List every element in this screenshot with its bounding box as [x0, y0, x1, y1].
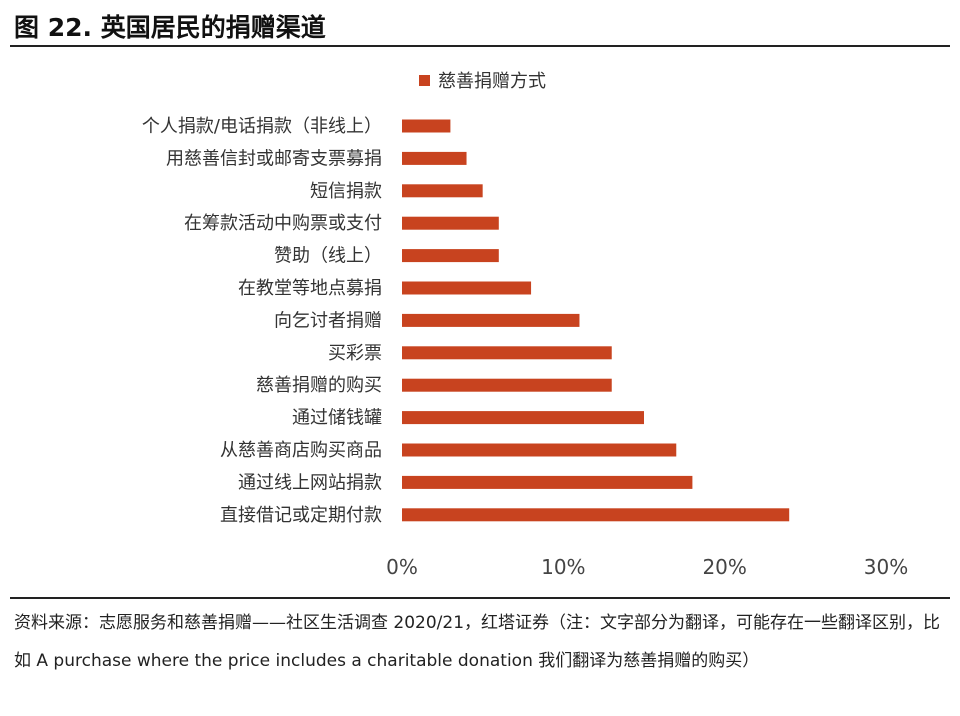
x-tick-label: 20%: [702, 555, 746, 579]
bar: [402, 443, 677, 457]
legend-swatch: [419, 75, 430, 86]
bar: [402, 151, 467, 165]
bar: [402, 475, 693, 489]
bar: [402, 313, 580, 327]
bars: [402, 119, 790, 522]
bar: [402, 508, 790, 522]
bar: [402, 216, 499, 230]
x-tick-label: 10%: [541, 555, 585, 579]
category-label: 赞助（线上）: [274, 246, 382, 267]
category-label: 短信捐款: [310, 181, 382, 202]
legend: 慈善捐赠方式: [419, 71, 546, 92]
category-label: 买彩票: [328, 343, 382, 364]
bar: [402, 119, 451, 133]
category-label: 个人捐款/电话捐款（非线上）: [142, 116, 382, 137]
bar-chart: 慈善捐赠方式 个人捐款/电话捐款（非线上） 用慈善信封或邮寄支票募捐短信捐款在筹款…: [142, 71, 908, 579]
x-tick-labels: 0% 10% 20% 30%: [386, 555, 908, 579]
category-label: 在筹款活动中购票或支付: [184, 213, 382, 234]
bar: [402, 249, 499, 263]
source-note: 资料来源：志愿服务和慈善捐赠——社区生活调查 2020/21，红塔证券（注：文字…: [14, 613, 941, 671]
bar: [402, 378, 612, 392]
category-label: 用慈善信封或邮寄支票募捐: [166, 148, 382, 169]
category-label: 在教堂等地点募捐: [238, 278, 382, 299]
figure-title: 图 22. 英国居民的捐赠渠道: [14, 13, 326, 42]
category-label: 慈善捐赠的购买: [256, 375, 382, 396]
category-label: 通过线上网站捐款: [238, 472, 382, 493]
x-tick-label: 30%: [864, 555, 908, 579]
category-labels: 个人捐款/电话捐款（非线上） 用慈善信封或邮寄支票募捐短信捐款在筹款活动中购票或支…: [142, 116, 382, 526]
category-label: 从慈善商店购买商品: [220, 440, 382, 461]
category-label: 直接借记或定期付款: [220, 505, 382, 526]
top-rule: [10, 45, 950, 47]
bar: [402, 184, 483, 198]
x-tick-label: 0%: [386, 555, 418, 579]
category-label: 通过储钱罐: [292, 408, 382, 429]
legend-label: 慈善捐赠方式: [438, 71, 546, 92]
category-label: 向乞讨者捐赠: [274, 310, 382, 331]
bar: [402, 346, 612, 360]
bottom-rule: [10, 597, 950, 599]
bar: [402, 411, 644, 425]
bar: [402, 281, 532, 295]
